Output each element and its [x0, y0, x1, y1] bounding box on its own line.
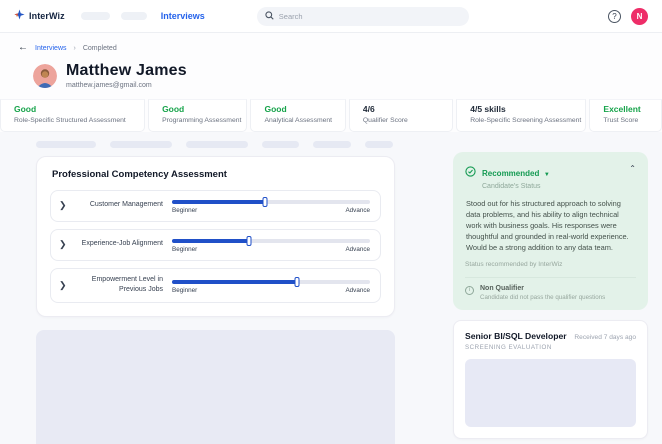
candidate-avatar: [33, 63, 57, 88]
competency-label: Empowerment Level in Previous Jobs: [91, 276, 163, 294]
content-skeleton-block: [36, 330, 395, 444]
competency-label: Experience-Job Alignment: [81, 240, 163, 248]
search-icon: [265, 7, 274, 25]
candidate-status-card: Recommended ▼ Candidate's Status ⌃ Stood…: [453, 152, 648, 310]
brand[interactable]: InterWiz: [14, 7, 65, 25]
score-card-trust[interactable]: Excellent Trust Score: [589, 99, 662, 132]
competency-slider[interactable]: [172, 197, 370, 207]
competency-slider[interactable]: [172, 236, 370, 246]
top-navbar: InterWiz Interviews ? N: [0, 0, 662, 33]
back-arrow-icon[interactable]: ←: [18, 42, 28, 53]
tab-skeleton-pill: [110, 141, 172, 148]
score-card-structured[interactable]: Good Role-Specific Structured Assessment: [0, 99, 146, 132]
screening-evaluation-card[interactable]: Senior BI/SQL Developer Received 7 days …: [453, 319, 648, 439]
status-summary-text: Stood out for his structured approach to…: [466, 199, 629, 253]
nav-skeleton-group: [80, 12, 147, 20]
caret-down-icon[interactable]: ▼: [543, 172, 550, 178]
slider-handle[interactable]: [294, 276, 300, 287]
score-value: Good: [14, 104, 37, 114]
slider-max-label: Advance: [345, 246, 370, 253]
status-dropdown[interactable]: Recommended: [482, 169, 540, 178]
score-label: Programming Assessment: [162, 117, 242, 125]
score-value: Excellent: [603, 104, 641, 114]
collapse-chevron-icon[interactable]: ⌃: [629, 164, 636, 173]
slider-fill: [172, 279, 297, 284]
competency-slider[interactable]: [172, 276, 370, 287]
slider-min-label: Beginner: [172, 246, 198, 253]
score-value: Good: [162, 104, 185, 114]
evaluation-skeleton-block: [465, 358, 636, 427]
score-card-screening[interactable]: 4/5 skills Role-Specific Screening Asses…: [456, 99, 587, 132]
non-qualifier-subtitle: Candidate did not pass the qualifier que…: [480, 293, 606, 301]
chevron-right-icon[interactable]: ❯: [59, 239, 67, 249]
status-attribution: Status recommended by InterWiz: [465, 260, 563, 268]
breadcrumb: ← Interviews › Completed: [0, 33, 662, 57]
tab-skeleton-pill: [36, 141, 96, 148]
chevron-right-icon[interactable]: ❯: [59, 279, 67, 290]
score-label: Trust Score: [603, 117, 639, 125]
score-value: 4/5 skills: [470, 104, 506, 114]
brand-name: InterWiz: [29, 11, 65, 21]
competency-row-empowerment-level: ❯ Empowerment Level in Previous Jobs Beg…: [50, 268, 381, 304]
candidate-email: matthew.james@gmail.com: [66, 82, 152, 89]
tab-skeleton-pill: [186, 141, 248, 148]
competency-label: Customer Management: [89, 201, 163, 209]
check-circle-icon: [465, 164, 476, 182]
score-card-programming[interactable]: Good Programming Assessment: [148, 99, 248, 132]
panel-title: Professional Competency Assessment: [52, 169, 227, 180]
slider-min-label: Beginner: [172, 207, 198, 214]
score-value: 4/6: [362, 104, 375, 114]
competency-row-experience-alignment: ❯ Experience-Job Alignment Beginner Adva…: [50, 229, 381, 261]
interwiz-logo-icon: [14, 7, 25, 25]
slider-fill: [172, 200, 266, 204]
job-title: Senior BI/SQL Developer: [465, 330, 567, 341]
user-avatar[interactable]: N: [631, 7, 648, 25]
tab-skeleton-pill: [262, 141, 299, 148]
nav-item-interviews[interactable]: Interviews: [160, 11, 205, 21]
non-qualifier-title: Non Qualifier: [480, 284, 524, 292]
search-input[interactable]: [278, 11, 461, 21]
slider-handle[interactable]: [262, 197, 268, 207]
tab-skeleton-group: [36, 141, 395, 148]
non-qualifier-section: i Non Qualifier Candidate did not pass t…: [465, 276, 636, 301]
job-received-timestamp: Received 7 days ago: [574, 333, 636, 341]
competency-row-customer-management: ❯ Customer Management Beginner Advance: [50, 190, 381, 222]
breadcrumb-completed: Completed: [82, 44, 117, 52]
breadcrumb-separator-icon: ›: [73, 44, 76, 52]
score-card-qualifier[interactable]: 4/6 Qualifier Score: [348, 99, 454, 132]
tab-skeleton-pill: [365, 141, 393, 148]
candidate-name: Matthew James: [66, 62, 187, 79]
info-icon: i: [465, 285, 474, 295]
job-section-label: SCREENING EVALUATION: [465, 343, 552, 351]
score-label: Qualifier Score: [362, 117, 408, 125]
help-icon[interactable]: ?: [608, 9, 621, 23]
nav-skeleton-pill: [120, 12, 147, 20]
score-summary-row: Good Role-Specific Structured Assessment…: [0, 99, 662, 132]
score-value: Good: [264, 104, 287, 114]
score-label: Analytical Assessment: [264, 117, 333, 125]
slider-min-label: Beginner: [172, 286, 198, 294]
slider-fill: [172, 239, 250, 243]
slider-handle[interactable]: [246, 236, 252, 246]
chevron-right-icon[interactable]: ❯: [59, 200, 67, 210]
candidate-header: ← Interviews › Completed Matthew James m…: [0, 33, 662, 99]
tab-skeleton-pill: [313, 141, 351, 148]
score-card-analytical[interactable]: Good Analytical Assessment: [250, 99, 346, 132]
competency-assessment-panel: Professional Competency Assessment ❯ Cus…: [36, 156, 395, 318]
slider-max-label: Advance: [345, 286, 370, 294]
search-bar[interactable]: [256, 6, 469, 26]
score-label: Role-Specific Screening Assessment: [470, 117, 582, 125]
slider-max-label: Advance: [345, 207, 370, 214]
score-label: Role-Specific Structured Assessment: [14, 117, 126, 125]
nav-skeleton-pill: [80, 12, 110, 20]
status-subtitle: Candidate's Status: [482, 183, 541, 190]
breadcrumb-interviews[interactable]: Interviews: [35, 44, 67, 52]
